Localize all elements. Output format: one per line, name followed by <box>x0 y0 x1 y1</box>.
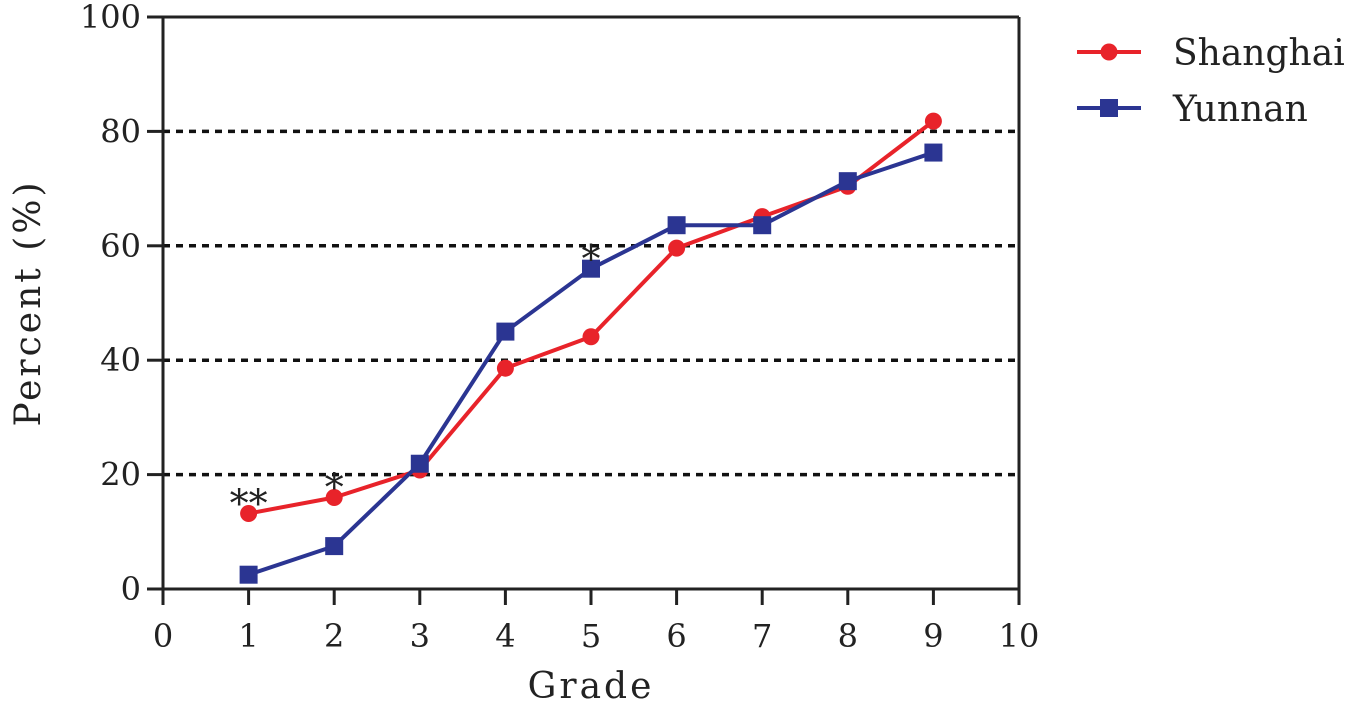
y-axis-ticks: 0 20 40 60 80 100 <box>80 0 163 608</box>
data-point <box>240 504 258 522</box>
series-layer <box>239 112 943 584</box>
x-axis-ticks: 0 1 2 3 4 5 6 7 8 9 10 <box>153 589 1040 655</box>
plot-frame <box>161 15 1021 591</box>
data-point <box>924 143 943 162</box>
data-point <box>239 565 258 584</box>
legend-marker <box>1100 99 1118 117</box>
x-tick-label: 1 <box>238 617 258 655</box>
x-axis-label: Grade <box>528 666 655 704</box>
series-line <box>248 119 935 516</box>
y-tick-label: 60 <box>100 227 141 265</box>
x-tick-label: 0 <box>153 617 173 655</box>
x-tick-label: 6 <box>666 617 686 655</box>
gridlines <box>163 129 1019 477</box>
data-point <box>582 259 600 278</box>
legend: Shanghai Yunnan <box>1077 33 1345 130</box>
x-tick-label: 4 <box>495 617 515 655</box>
significance-marker: ** <box>230 482 268 526</box>
data-point <box>668 239 686 257</box>
data-point <box>325 488 343 506</box>
x-tick-label: 5 <box>581 617 601 655</box>
y-tick-label: 100 <box>80 0 141 36</box>
x-tick-label: 2 <box>324 617 344 655</box>
y-tick-label: 20 <box>100 456 141 494</box>
x-tick-label: 8 <box>838 617 858 655</box>
y-tick-label: 80 <box>100 112 141 150</box>
series-shanghai <box>240 112 942 522</box>
x-tick-label: 3 <box>410 617 430 655</box>
x-tick-label: 10 <box>999 617 1040 655</box>
data-point <box>496 359 514 377</box>
legend-item-shanghai: Shanghai <box>1077 33 1345 74</box>
legend-item-yunnan: Yunnan <box>1077 89 1308 130</box>
significance-marker: * <box>582 237 601 281</box>
data-point <box>667 216 686 235</box>
data-point <box>325 537 344 556</box>
series-yunnan <box>239 143 943 584</box>
x-tick-label: 9 <box>923 617 943 655</box>
significance-marker: * <box>325 466 344 510</box>
y-tick-label: 0 <box>121 570 141 608</box>
data-point <box>496 322 515 341</box>
data-point <box>582 328 600 346</box>
data-point <box>838 172 857 191</box>
annotations: ** ** <box>230 237 601 526</box>
x-tick-label: 7 <box>752 617 772 655</box>
legend-label: Yunnan <box>1172 89 1308 130</box>
legend-label: Shanghai <box>1173 33 1345 74</box>
legend-marker <box>1100 43 1118 61</box>
data-point <box>410 454 429 473</box>
y-tick-label: 40 <box>100 341 141 379</box>
series-line <box>247 150 935 577</box>
data-point <box>924 112 942 130</box>
data-point <box>753 216 772 235</box>
y-axis-label: Percent (%) <box>8 180 49 427</box>
